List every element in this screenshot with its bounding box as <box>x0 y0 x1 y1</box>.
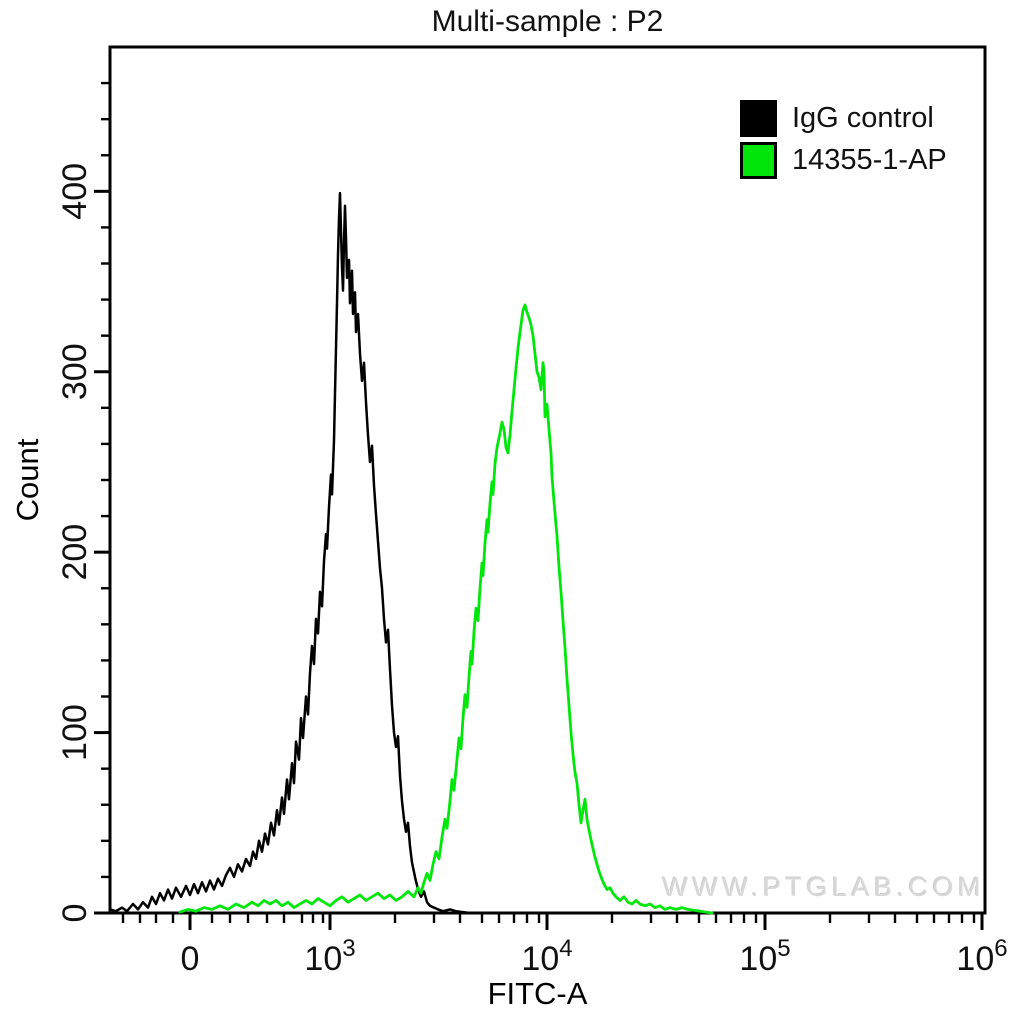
svg-text:105: 105 <box>739 935 790 978</box>
svg-text:104: 104 <box>521 935 572 978</box>
svg-text:200: 200 <box>56 524 94 581</box>
y-axis-ticks: 0 100 200 300 400 <box>56 81 110 923</box>
svg-text:103: 103 <box>304 935 355 978</box>
svg-text:400: 400 <box>56 163 94 220</box>
antibody-label: 14355-1-AP <box>792 144 947 176</box>
legend-entry-igg-control: IgG control <box>740 100 947 137</box>
x-axis-ticks: 0 103 104 105 106 <box>121 913 1008 978</box>
antibody-swatch <box>740 142 777 179</box>
svg-text:0: 0 <box>56 904 94 923</box>
curve-14355-1-ap <box>178 303 714 915</box>
legend: IgG control 14355-1-AP <box>740 100 947 184</box>
igg-control-swatch <box>740 100 777 137</box>
x-axis-title: FITC-A <box>487 976 588 1011</box>
svg-text:0: 0 <box>181 940 200 978</box>
svg-text:106: 106 <box>956 935 1007 978</box>
watermark: WWW.PTGLAB.COM <box>662 872 985 902</box>
curve-igg-control <box>108 191 472 915</box>
chart-title: Multi-sample : P2 <box>431 5 664 38</box>
svg-text:100: 100 <box>56 704 94 761</box>
svg-text:300: 300 <box>56 343 94 400</box>
legend-entry-14355-1-ap: 14355-1-AP <box>740 142 947 179</box>
igg-control-label: IgG control <box>792 102 934 134</box>
